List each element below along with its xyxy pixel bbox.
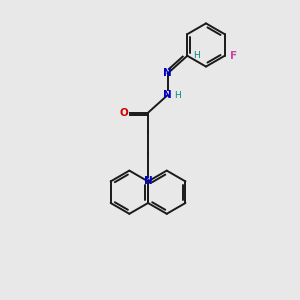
Text: H: H bbox=[174, 91, 181, 100]
Text: O: O bbox=[119, 108, 128, 118]
Text: N: N bbox=[163, 68, 172, 78]
Text: N: N bbox=[163, 90, 172, 100]
Text: F: F bbox=[230, 51, 237, 61]
Text: H: H bbox=[193, 51, 200, 60]
Text: N: N bbox=[144, 176, 152, 186]
